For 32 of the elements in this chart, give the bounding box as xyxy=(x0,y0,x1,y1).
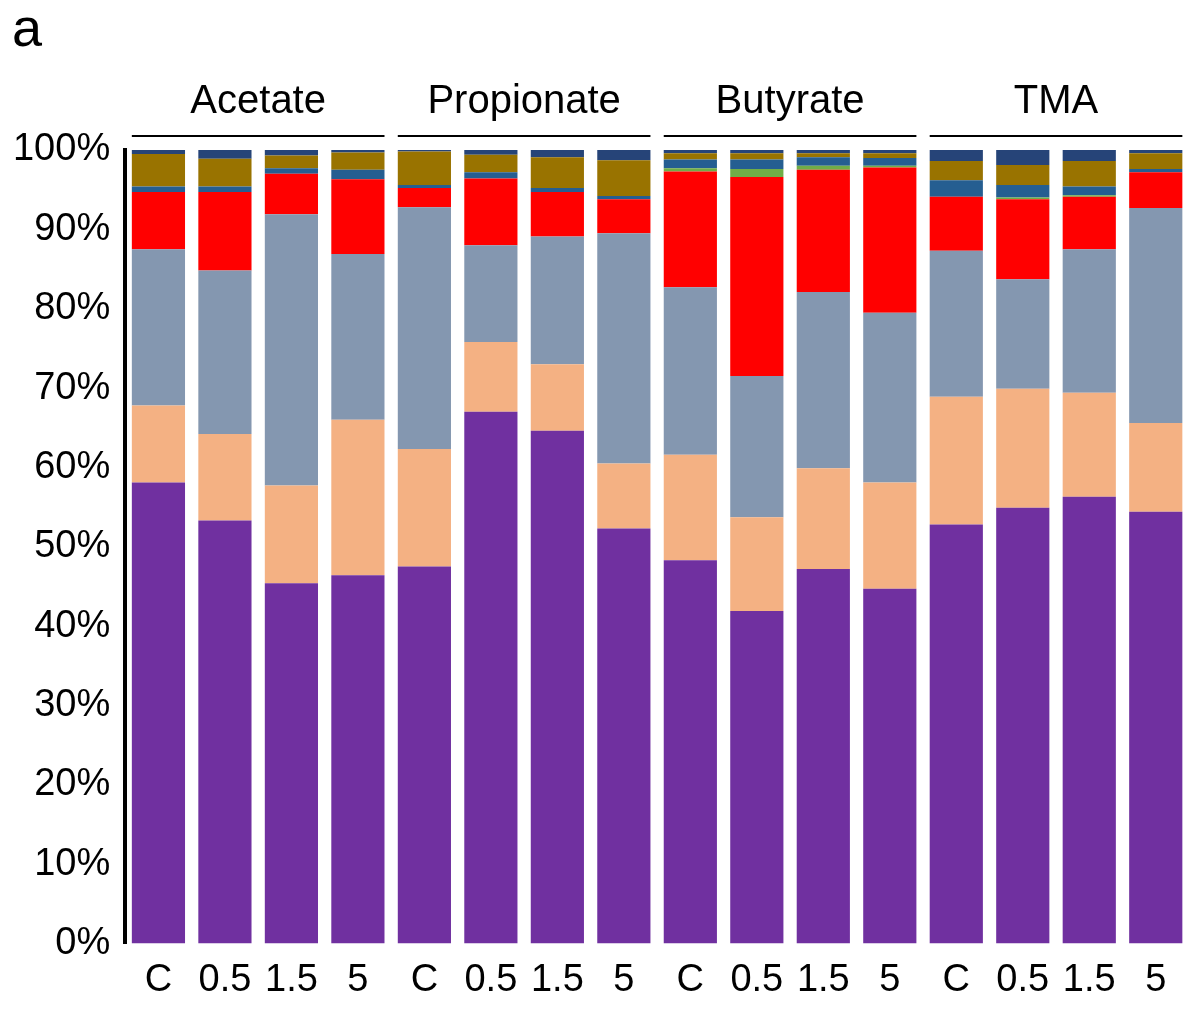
text: Acetate xyxy=(190,77,326,122)
x-tick-label: C xyxy=(942,956,971,999)
y-tick-label: 0% xyxy=(55,919,111,962)
x-tick-label: 5 xyxy=(347,956,369,999)
x-tick-label: C xyxy=(676,956,705,999)
x-tick-label: 0.5 xyxy=(464,956,518,999)
x-tick-label: 1.5 xyxy=(796,956,850,999)
y-tick-label: 10% xyxy=(34,840,111,883)
x-tick-label: 0.5 xyxy=(996,956,1050,999)
x-tick-label: 1.5 xyxy=(1062,956,1116,999)
y-tick-label: 80% xyxy=(34,285,111,328)
x-tick-label: C xyxy=(144,956,173,999)
y-tick-label: 70% xyxy=(34,364,111,407)
x-tick-label: 1.5 xyxy=(530,956,584,999)
y-tick-label: 40% xyxy=(34,602,111,645)
x-tick-label: 0.5 xyxy=(730,956,784,999)
y-tick-label: 60% xyxy=(34,443,111,486)
text: TMA xyxy=(1013,77,1099,122)
y-tick-label: 20% xyxy=(34,761,111,804)
x-tick-label: 0.5 xyxy=(198,956,252,999)
x-tick-label: 5 xyxy=(613,956,635,999)
x-tick-label: 5 xyxy=(1145,956,1167,999)
x-tick-label: 5 xyxy=(879,956,901,999)
text: Propionate xyxy=(427,77,621,122)
text: a xyxy=(12,0,43,57)
y-tick-label: 30% xyxy=(34,681,111,724)
x-tick-label: C xyxy=(410,956,439,999)
x-tick-label: 1.5 xyxy=(265,956,318,999)
y-tick-label: 90% xyxy=(34,205,111,248)
y-tick-label: 50% xyxy=(34,523,111,566)
y-tick-label: 100% xyxy=(12,126,111,169)
text: Butyrate xyxy=(715,77,865,122)
